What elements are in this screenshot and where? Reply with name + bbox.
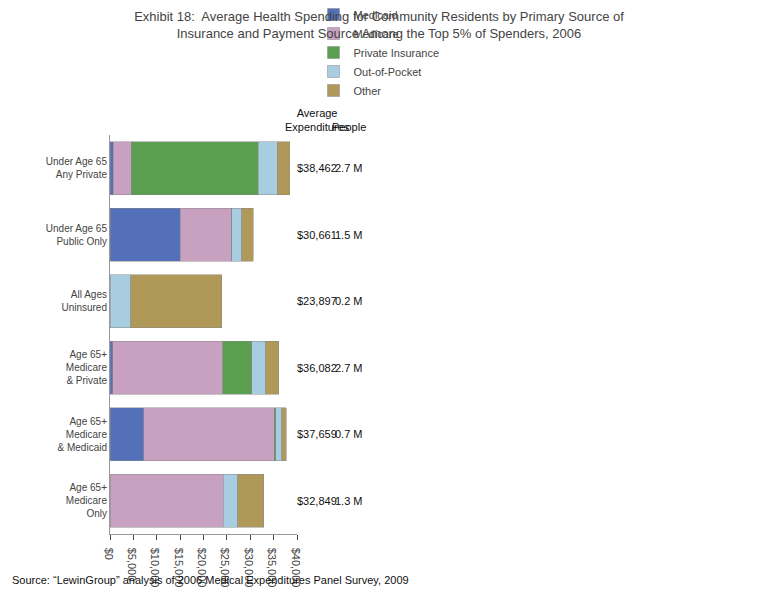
svg-text:2.7 M: 2.7 M (335, 362, 363, 374)
svg-text:All AgesUninsured: All AgesUninsured (61, 289, 107, 313)
svg-text:Age 65+MedicareOnly: Age 65+MedicareOnly (66, 482, 108, 519)
svg-text:Medicaid: Medicaid (354, 9, 398, 21)
svg-text:Out-of-Pocket: Out-of-Pocket (354, 66, 422, 78)
svg-text:2.7 M: 2.7 M (335, 162, 363, 174)
svg-text:0.7 M: 0.7 M (335, 428, 363, 440)
svg-text:$37,659: $37,659 (297, 428, 337, 440)
svg-text:Other: Other (354, 85, 382, 97)
svg-text:$32,849: $32,849 (297, 495, 337, 507)
svg-text:Source: “LewinGroup” analysis: Source: “LewinGroup” analysis of 2006 Me… (12, 574, 409, 586)
svg-text:Under Age 65Public Only: Under Age 65Public Only (46, 223, 108, 247)
svg-text:Exhibit 18: Average Health Sp: Exhibit 18: Average Health Spending for … (134, 9, 624, 41)
svg-text:Private Insurance: Private Insurance (354, 47, 440, 59)
svg-text:People: People (332, 121, 366, 133)
svg-text:$23,897: $23,897 (297, 295, 337, 307)
svg-text:$15,000: $15,000 (173, 548, 185, 588)
svg-text:1.5 M: 1.5 M (335, 229, 363, 241)
svg-text:$30,000: $30,000 (243, 548, 255, 588)
svg-text:$0: $0 (103, 548, 115, 560)
svg-text:$20,000: $20,000 (196, 548, 208, 588)
svg-text:$30,661: $30,661 (297, 229, 337, 241)
svg-text:$38,462: $38,462 (297, 162, 337, 174)
svg-text:$25,000: $25,000 (219, 548, 231, 588)
svg-text:Under Age 65Any Private: Under Age 65Any Private (46, 156, 108, 180)
svg-text:1.3 M: 1.3 M (335, 495, 363, 507)
svg-text:Age 65+Medicare& Medicaid: Age 65+Medicare& Medicaid (58, 416, 108, 453)
svg-text:$36,082: $36,082 (297, 362, 337, 374)
svg-text:Medicare: Medicare (354, 28, 399, 40)
svg-text:Age 65+Medicare& Private: Age 65+Medicare& Private (66, 349, 108, 386)
svg-text:$35,000: $35,000 (266, 548, 278, 588)
svg-text:$5,000: $5,000 (126, 548, 138, 582)
svg-text:$40,000: $40,000 (290, 548, 302, 588)
svg-text:0.2 M: 0.2 M (335, 295, 363, 307)
svg-text:AverageExpenditures: AverageExpenditures (285, 107, 350, 133)
svg-text:$10,000: $10,000 (149, 548, 161, 588)
